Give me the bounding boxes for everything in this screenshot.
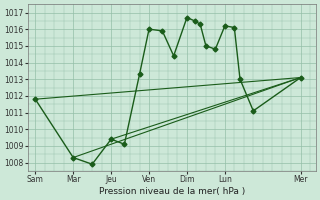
X-axis label: Pression niveau de la mer( hPa ): Pression niveau de la mer( hPa ) bbox=[99, 187, 245, 196]
